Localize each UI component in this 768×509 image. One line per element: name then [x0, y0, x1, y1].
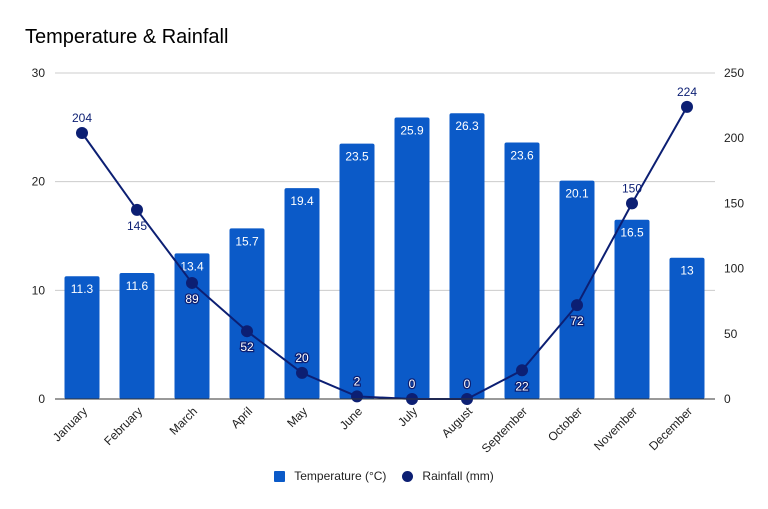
right-tick-label: 200	[724, 131, 744, 145]
temperature-bar	[614, 219, 650, 399]
category-label: November	[591, 404, 640, 453]
rainfall-point-label: 20	[295, 351, 309, 365]
rainfall-points	[76, 100, 693, 405]
legend-item-temperature[interactable]: Temperature (°C)	[274, 469, 386, 483]
rainfall-point-label: 204	[72, 111, 92, 125]
dot-swatch-icon	[402, 470, 414, 482]
left-tick-label: 0	[38, 392, 45, 406]
legend-item-rainfall[interactable]: Rainfall (mm)	[402, 469, 494, 483]
right-tick-label: 150	[724, 196, 744, 210]
temperature-bar-label: 23.6	[510, 149, 534, 163]
left-axis-ticks: 0 10 20 30	[32, 66, 46, 406]
right-tick-label: 50	[724, 327, 738, 341]
legend-label-temperature: Temperature (°C)	[294, 469, 387, 483]
temperature-bar	[449, 113, 485, 399]
legend: Temperature (°C) Rainfall (mm)	[0, 469, 768, 483]
rainfall-point	[516, 364, 528, 377]
category-labels: January February March April May June July Augu…	[50, 404, 695, 456]
category-label: September	[479, 404, 530, 455]
gridlines	[55, 72, 715, 291]
category-label: July	[395, 404, 420, 429]
category-label: December	[646, 404, 695, 453]
rainfall-point-label: 22	[515, 379, 529, 393]
temperature-bar-label: 11.3	[71, 282, 94, 296]
category-label: April	[228, 404, 255, 431]
rainfall-point	[186, 276, 198, 289]
temperature-bar-label: 16.5	[620, 226, 644, 240]
right-tick-label: 100	[724, 262, 744, 276]
rainfall-point-label: 224	[677, 85, 697, 99]
category-label: October	[545, 404, 585, 444]
temperature-bar-label: 26.3	[455, 119, 479, 133]
rainfall-point-label: 2	[354, 374, 361, 388]
category-label: May	[284, 404, 310, 430]
temperature-bars	[64, 113, 705, 399]
temperature-labels: 11.3 11.6 13.4 15.7 19.4 23.5 25.9 26.3 23.6 20.1…	[71, 119, 694, 296]
left-tick-label: 30	[32, 66, 46, 80]
temperature-bar-label: 19.4	[290, 194, 314, 208]
category-label: January	[50, 404, 90, 444]
temperature-bar	[339, 143, 375, 399]
temperature-bar-label: 25.9	[400, 124, 424, 138]
rainfall-point	[241, 325, 253, 338]
rainfall-point-label: 89	[185, 292, 199, 306]
right-tick-label: 0	[724, 392, 731, 406]
temperature-bar	[394, 117, 430, 399]
temperature-bar-label: 23.5	[345, 150, 369, 164]
temperature-bar	[119, 272, 155, 399]
rainfall-point-label: 72	[570, 314, 584, 328]
rainfall-point	[571, 299, 583, 312]
right-tick-label: 250	[724, 66, 744, 80]
temperature-bar	[504, 142, 540, 399]
rainfall-line	[81, 106, 688, 400]
temperature-bar	[64, 276, 100, 399]
temperature-bar	[284, 188, 320, 399]
category-label: August	[439, 404, 476, 441]
left-tick-label: 10	[32, 283, 46, 297]
rainfall-point	[351, 390, 363, 403]
rainfall-point	[76, 126, 88, 139]
temperature-bar	[174, 253, 210, 399]
temperature-bar-label: 13.4	[180, 259, 204, 273]
rainfall-line-group	[81, 106, 688, 400]
temperature-bar-label: 15.7	[235, 234, 259, 248]
category-label: February	[101, 404, 145, 448]
temperature-bar-label: 20.1	[565, 187, 589, 201]
rainfall-point	[131, 203, 143, 216]
temperature-bar-label: 11.6	[126, 279, 149, 293]
rainfall-point-label: 0	[409, 377, 416, 391]
left-tick-label: 20	[32, 175, 46, 189]
category-label: June	[337, 404, 366, 433]
temperature-bar-label: 13	[680, 264, 694, 278]
right-axis-ticks: 0 50 100 150 200 250	[724, 66, 744, 406]
category-label: March	[167, 404, 200, 437]
rainfall-point	[296, 366, 308, 379]
chart-title: Temperature & Rainfall	[25, 26, 229, 48]
rainfall-point-label: 52	[240, 340, 254, 354]
rainfall-point	[681, 100, 693, 113]
legend-label-rainfall: Rainfall (mm)	[422, 469, 494, 483]
rainfall-point-label: 0	[464, 377, 471, 391]
rainfall-point-label: 150	[622, 181, 642, 195]
rainfall-point-label: 145	[127, 219, 147, 233]
temperature-bar	[669, 257, 705, 399]
temperature-bar	[229, 228, 265, 399]
temperature-bar	[559, 180, 595, 399]
rainfall-point	[626, 197, 638, 210]
bar-swatch-icon	[274, 470, 286, 482]
